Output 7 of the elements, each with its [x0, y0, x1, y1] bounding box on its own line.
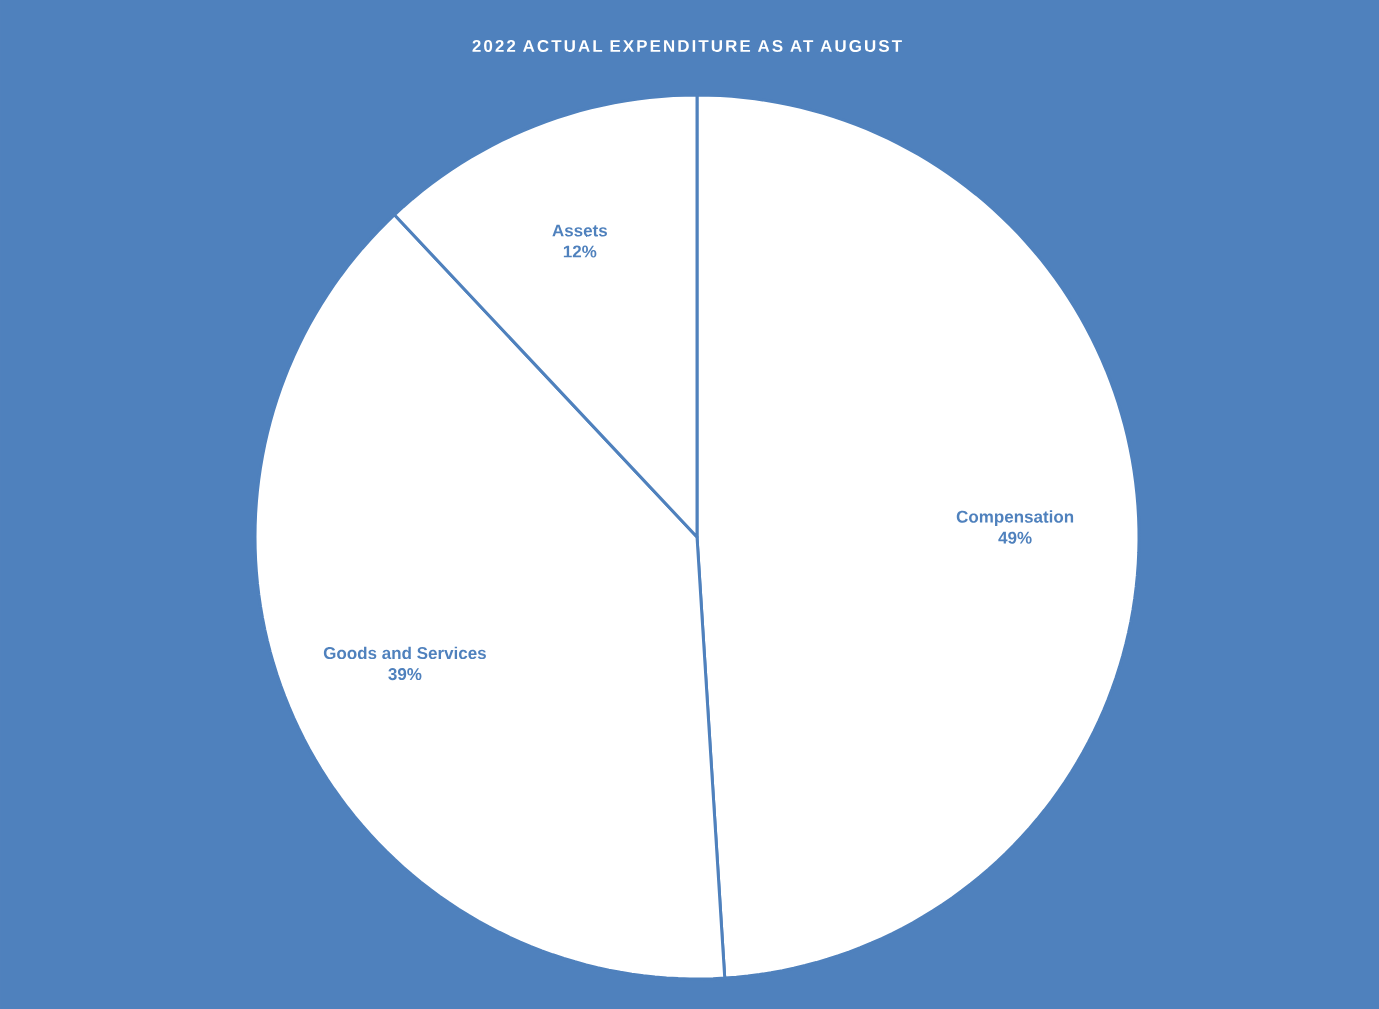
slice-label: Compensation [956, 510, 1074, 527]
data-label: 49% [998, 531, 1032, 544]
data-label: 39% [388, 668, 422, 681]
slice-label: Goods and Services [323, 646, 486, 660]
slice-label: Assets [552, 224, 607, 237]
data-label: 12% [563, 245, 597, 258]
chart-title: 2022 ACTUAL EXPENDITURE AS AT AUGUST [472, 39, 902, 53]
